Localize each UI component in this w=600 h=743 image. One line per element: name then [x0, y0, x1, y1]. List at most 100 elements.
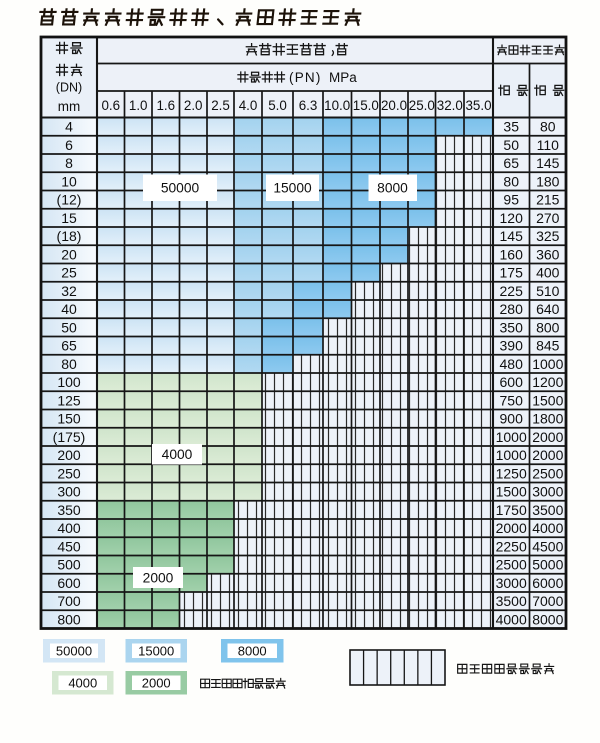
svg-text:15000: 15000 [138, 643, 174, 658]
svg-text:2000: 2000 [143, 571, 174, 586]
svg-text:95: 95 [503, 192, 519, 208]
svg-text:4: 4 [65, 119, 73, 135]
svg-text:15: 15 [61, 210, 77, 226]
svg-text:20.0: 20.0 [381, 98, 407, 113]
svg-text:450: 450 [57, 538, 81, 554]
svg-text:325: 325 [536, 228, 560, 244]
svg-text:80: 80 [503, 173, 519, 189]
svg-text:15000: 15000 [273, 181, 312, 196]
svg-text:2000: 2000 [532, 447, 563, 463]
svg-text:(175): (175) [53, 429, 86, 445]
svg-text:215: 215 [536, 192, 560, 208]
svg-text:5.0: 5.0 [268, 98, 287, 113]
svg-text:1250: 1250 [496, 465, 527, 481]
svg-text:600: 600 [57, 575, 81, 591]
svg-text:(PN): (PN) [289, 70, 322, 85]
svg-text:200: 200 [57, 447, 81, 463]
svg-text:50: 50 [61, 319, 77, 335]
svg-text:900: 900 [500, 411, 524, 427]
svg-text:480: 480 [500, 356, 524, 372]
svg-text:15.0: 15.0 [353, 98, 379, 113]
svg-text:800: 800 [536, 319, 560, 335]
svg-text:700: 700 [57, 593, 81, 609]
svg-text:350: 350 [500, 319, 524, 335]
svg-text:1000: 1000 [532, 356, 563, 372]
svg-text:250: 250 [57, 465, 81, 481]
svg-text:3500: 3500 [532, 502, 563, 518]
svg-text:0.6: 0.6 [101, 98, 120, 113]
svg-text:800: 800 [57, 611, 81, 627]
svg-text:390: 390 [500, 338, 524, 354]
svg-text:225: 225 [500, 283, 524, 299]
svg-text:360: 360 [536, 246, 560, 262]
svg-text:350: 350 [57, 502, 81, 518]
svg-text:2.0: 2.0 [184, 98, 203, 113]
svg-text:180: 180 [536, 173, 560, 189]
svg-text:1800: 1800 [532, 411, 563, 427]
svg-text:1.0: 1.0 [129, 98, 148, 113]
svg-text:6000: 6000 [532, 575, 563, 591]
svg-text:300: 300 [57, 484, 81, 500]
svg-text:2500: 2500 [532, 465, 563, 481]
svg-text:2500: 2500 [496, 557, 527, 573]
svg-text:80: 80 [61, 356, 77, 372]
svg-text:100: 100 [57, 374, 81, 390]
svg-text:3500: 3500 [496, 593, 527, 609]
svg-text:25.0: 25.0 [409, 98, 435, 113]
svg-text:4500: 4500 [532, 538, 563, 554]
svg-text:4000: 4000 [68, 675, 97, 690]
svg-text:7000: 7000 [532, 593, 563, 609]
svg-text:50000: 50000 [56, 643, 92, 658]
svg-text:1000: 1000 [496, 447, 527, 463]
svg-text:150: 150 [57, 411, 81, 427]
svg-text:6: 6 [65, 137, 73, 153]
svg-text:25: 25 [61, 265, 77, 281]
svg-text:510: 510 [536, 283, 560, 299]
svg-text:1500: 1500 [532, 392, 563, 408]
svg-text:2250: 2250 [496, 538, 527, 554]
svg-text:(12): (12) [57, 192, 82, 208]
svg-text:280: 280 [500, 301, 524, 317]
svg-text:4000: 4000 [162, 447, 193, 462]
svg-text:500: 500 [57, 557, 81, 573]
svg-text:8000: 8000 [377, 181, 408, 196]
svg-text:4000: 4000 [532, 520, 563, 536]
svg-text:1000: 1000 [496, 429, 527, 445]
svg-text:6.3: 6.3 [299, 98, 318, 113]
svg-text:35: 35 [503, 119, 519, 135]
svg-text:1500: 1500 [496, 484, 527, 500]
svg-text:600: 600 [500, 374, 524, 390]
svg-text:270: 270 [536, 210, 560, 226]
svg-text:40: 40 [61, 301, 77, 317]
svg-text:32.0: 32.0 [437, 98, 463, 113]
svg-text:50000: 50000 [161, 181, 200, 196]
svg-text:1.6: 1.6 [156, 98, 175, 113]
svg-text:10.0: 10.0 [324, 98, 350, 113]
svg-text:32: 32 [61, 283, 77, 299]
svg-text:3000: 3000 [532, 484, 563, 500]
svg-text:(DN): (DN) [56, 81, 82, 95]
svg-text:2000: 2000 [496, 520, 527, 536]
svg-text:125: 125 [57, 392, 81, 408]
svg-text:8000: 8000 [238, 643, 267, 658]
svg-text:65: 65 [61, 338, 77, 354]
svg-text:110: 110 [537, 137, 560, 153]
svg-text:640: 640 [536, 301, 560, 317]
svg-text:4.0: 4.0 [239, 98, 258, 113]
svg-text:80: 80 [540, 119, 556, 135]
svg-text:2000: 2000 [142, 675, 171, 690]
svg-text:145: 145 [500, 228, 524, 244]
svg-text:120: 120 [500, 210, 524, 226]
svg-text:4000: 4000 [496, 611, 527, 627]
svg-text:8: 8 [65, 155, 73, 171]
svg-text:10: 10 [61, 173, 77, 189]
svg-text:35.0: 35.0 [465, 98, 491, 113]
svg-text:400: 400 [57, 520, 81, 536]
svg-text:400: 400 [536, 265, 560, 281]
svg-text:20: 20 [61, 246, 77, 262]
svg-text:1750: 1750 [496, 502, 527, 518]
svg-text:160: 160 [500, 246, 524, 262]
svg-text:3000: 3000 [496, 575, 527, 591]
svg-text:mm: mm [58, 99, 81, 114]
svg-text:175: 175 [500, 265, 524, 281]
